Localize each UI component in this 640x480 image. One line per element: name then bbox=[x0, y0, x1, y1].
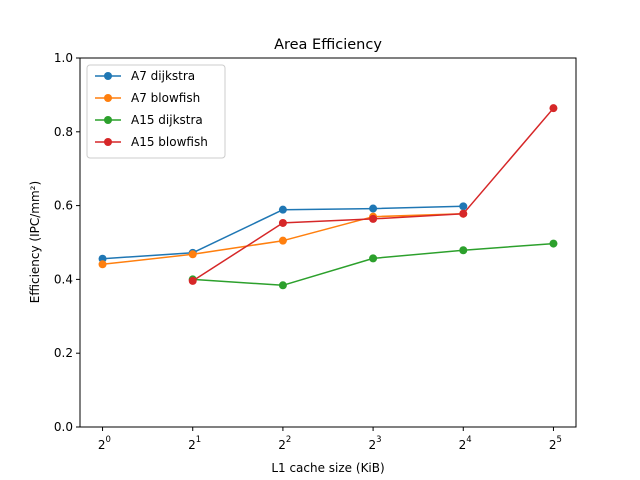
x-tick-exponent-2: 2 bbox=[286, 435, 291, 445]
y-tick-label-1: 0.2 bbox=[54, 346, 73, 360]
series-2-point-2 bbox=[369, 254, 378, 263]
x-tick-exponent-0: 0 bbox=[106, 435, 111, 445]
x-tick-base-5: 2 bbox=[549, 438, 557, 452]
series-1-point-1 bbox=[188, 250, 197, 259]
y-tick-label-3: 0.6 bbox=[54, 199, 73, 213]
x-tick-exponent-3: 3 bbox=[376, 435, 381, 445]
y-tick-label-5: 1.0 bbox=[54, 51, 73, 65]
y-tick-label-4: 0.8 bbox=[54, 125, 73, 139]
axes-frame bbox=[79, 57, 577, 428]
y-tick-label-2: 0.4 bbox=[54, 272, 73, 286]
x-tick-base-4: 2 bbox=[459, 438, 467, 452]
series-1-point-0 bbox=[98, 260, 107, 269]
series-3-point-3 bbox=[459, 209, 468, 218]
chart-title: Area Efficiency bbox=[274, 37, 382, 53]
series-3-point-4 bbox=[549, 104, 558, 113]
series-0-point-4 bbox=[459, 202, 468, 211]
series-2-point-1 bbox=[278, 281, 287, 290]
plot-area: 2 0 2 1 2 2 2 3 2 4 2 50.00.20.40.60.81.0 bbox=[54, 51, 577, 452]
legend-marker-1 bbox=[104, 94, 112, 102]
legend-label-2: A15 dijkstra bbox=[131, 113, 203, 127]
y-tick-label-0: 0.0 bbox=[54, 420, 73, 434]
legend-label-1: A7 blowfish bbox=[131, 91, 200, 105]
legend: A7 dijkstra A7 blowfish A15 dijkstra A15 bl… bbox=[86, 64, 226, 159]
legend-marker-3 bbox=[104, 138, 112, 146]
x-axis-title: L1 cache size (KiB) bbox=[271, 461, 384, 475]
series-3-point-2 bbox=[369, 214, 378, 223]
series-3-point-0 bbox=[188, 276, 197, 285]
x-tick-exponent-1: 1 bbox=[196, 435, 201, 445]
legend-label-3: A15 blowfish bbox=[131, 135, 208, 149]
series-0-point-2 bbox=[278, 205, 287, 214]
series-3-point-1 bbox=[278, 218, 287, 227]
y-axis-title: Efficiency (IPC/mm²) bbox=[28, 181, 42, 303]
series-1-point-2 bbox=[278, 236, 287, 245]
x-tick-base-0: 2 bbox=[98, 438, 106, 452]
series-0-point-0 bbox=[98, 254, 107, 263]
legend-box bbox=[86, 64, 226, 159]
series-2-point-4 bbox=[549, 239, 558, 248]
legend-label-0: A7 dijkstra bbox=[131, 69, 195, 83]
x-tick-base-1: 2 bbox=[188, 438, 196, 452]
legend-marker-2 bbox=[104, 116, 112, 124]
x-tick-exponent-4: 4 bbox=[466, 435, 471, 445]
x-tick-exponent-5: 5 bbox=[556, 435, 561, 445]
x-tick-base-3: 2 bbox=[368, 438, 376, 452]
series-0-point-3 bbox=[369, 204, 378, 213]
legend-marker-0 bbox=[104, 72, 112, 80]
x-tick-base-2: 2 bbox=[278, 438, 286, 452]
series-2-point-3 bbox=[459, 246, 468, 255]
